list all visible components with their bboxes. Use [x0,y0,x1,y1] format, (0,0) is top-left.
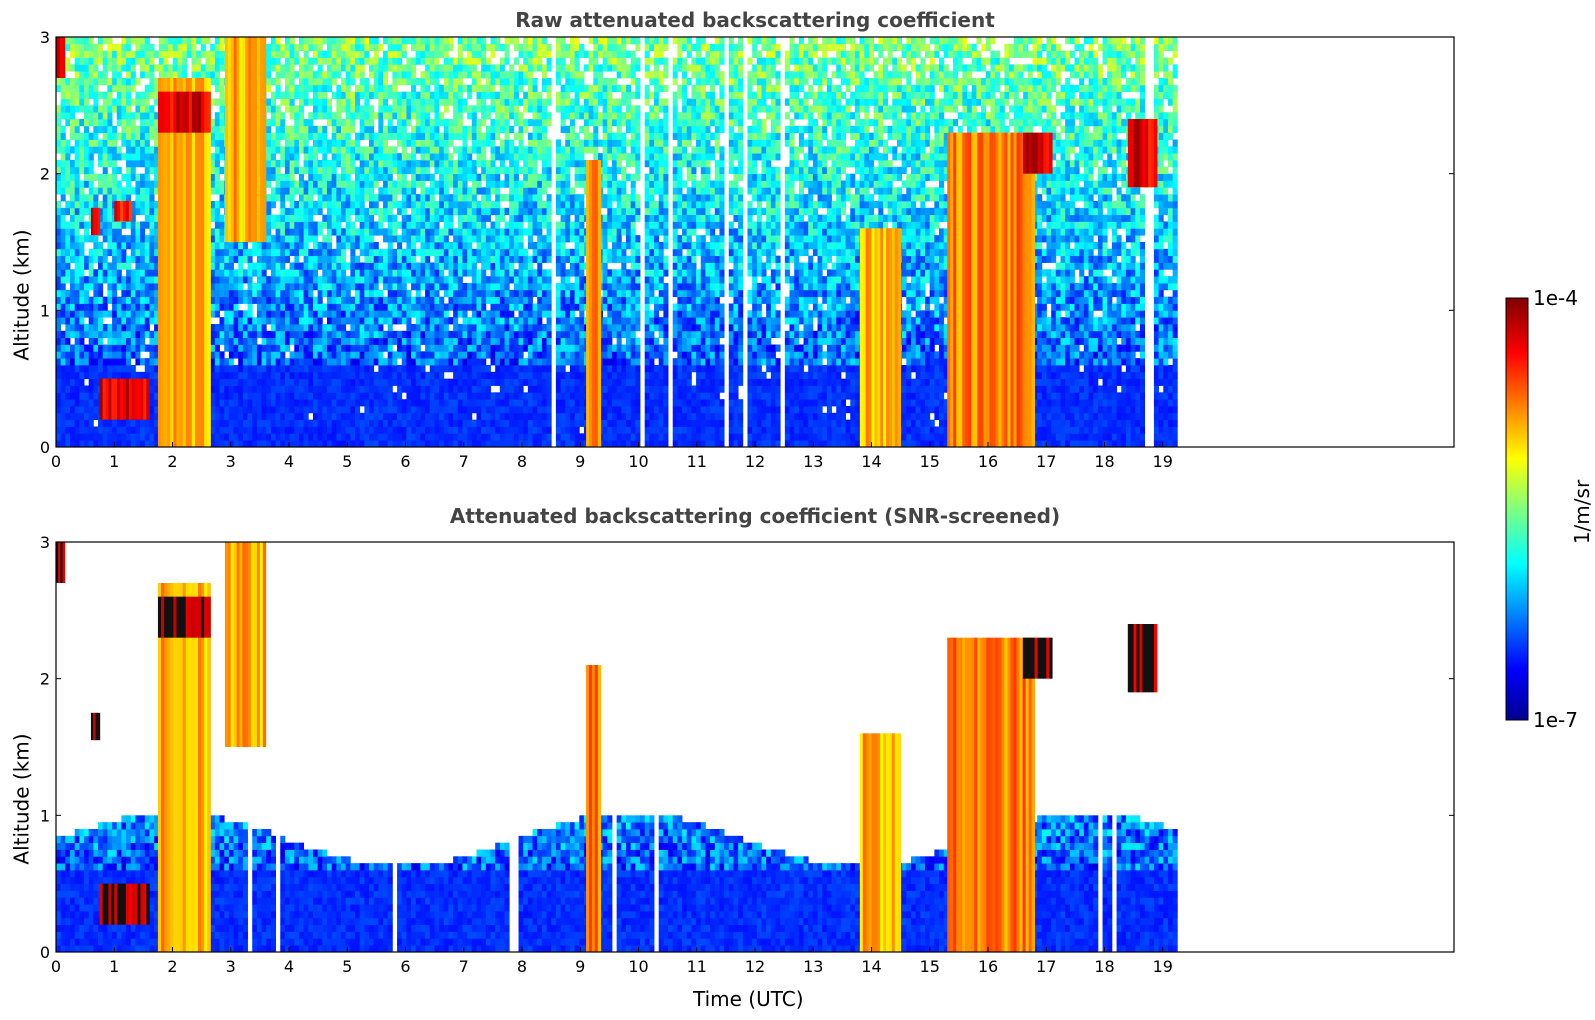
bottom-panel-title: Attenuated backscattering coefficient (S… [449,504,1061,528]
x-tick-label: 9 [575,957,585,976]
bottom-y-axis-label: Altitude (km) [9,733,34,865]
x-tick-label: 8 [517,957,527,976]
cloud-feature [586,160,602,447]
colorbar [1505,297,1529,721]
top-panel-title: Raw attenuated backscattering coefficien… [515,8,995,32]
y-tick-label: 0 [40,438,50,457]
cloud-feature [99,378,150,420]
heatmap-image [56,542,1178,952]
x-tick-label: 7 [459,452,469,471]
cloud-feature [90,207,101,236]
cloud-feature [859,733,902,952]
x-tick-label: 7 [459,957,469,976]
x-tick-label: 15 [920,452,940,471]
y-tick-label: 3 [40,533,50,552]
x-tick-label: 9 [575,452,585,471]
y-tick-label: 2 [40,670,50,689]
x-tick-label: 19 [1153,452,1173,471]
x-tick-label: 11 [687,957,707,976]
x-tick-label: 16 [978,452,998,471]
x-tick-label: 1 [109,957,119,976]
cloud-feature [859,228,902,447]
cloud-feature [224,542,267,747]
x-tick-label: 12 [745,957,765,976]
y-tick-label: 2 [40,165,50,184]
cloud-feature [224,37,267,242]
colorbar-tick-bottom: 1e-7 [1533,708,1578,732]
x-tick-label: 17 [1036,452,1056,471]
x-tick-label: 0 [51,452,61,471]
x-tick-label: 4 [284,957,294,976]
x-tick-label: 6 [400,452,410,471]
cloud-feature [114,201,133,222]
cloud-feature [947,637,1036,952]
x-tick-label: 6 [400,957,410,976]
cloud-feature [56,37,66,78]
colorbar-tick-top: 1e-4 [1533,286,1578,310]
x-tick-label: 13 [803,957,823,976]
cloud-feature [157,91,211,133]
top-y-axis-label: Altitude (km) [9,229,34,361]
x-tick-label: 19 [1153,957,1173,976]
x-tick-label: 15 [920,957,940,976]
cloud-feature [1127,119,1158,188]
y-tick-label: 1 [40,806,50,825]
x-tick-label: 8 [517,452,527,471]
x-tick-label: 2 [167,957,177,976]
cloud-feature [90,712,101,741]
x-tick-label: 3 [226,452,236,471]
cloud-feature [157,596,211,638]
x-tick-label: 10 [628,957,648,976]
x-tick-label: 3 [226,957,236,976]
x-tick-label: 5 [342,957,352,976]
x-tick-label: 17 [1036,957,1056,976]
x-tick-label: 12 [745,452,765,471]
cloud-feature [1127,624,1158,693]
cloud-feature [1022,132,1053,174]
x-tick-label: 2 [167,452,177,471]
cloud-feature [157,78,211,447]
x-tick-label: 14 [861,957,881,976]
cloud-feature [947,132,1036,447]
x-tick-label: 4 [284,452,294,471]
cloud-feature [56,542,66,583]
cloud-feature [157,583,211,952]
colorbar-label: 1/m/sr [1570,479,1595,545]
x-tick-label: 18 [1094,452,1114,471]
x-axis-label: Time (UTC) [693,987,804,1011]
heatmap-image [56,37,1178,447]
x-tick-label: 5 [342,452,352,471]
x-tick-label: 16 [978,957,998,976]
y-tick-label: 0 [40,943,50,962]
y-tick-label: 3 [40,28,50,47]
x-tick-label: 14 [861,452,881,471]
x-tick-label: 11 [687,452,707,471]
x-tick-label: 0 [51,957,61,976]
x-tick-label: 10 [628,452,648,471]
cloud-feature [99,883,150,925]
cloud-feature [1022,637,1053,679]
x-tick-label: 18 [1094,957,1114,976]
y-tick-label: 1 [40,301,50,320]
cloud-feature [586,665,602,952]
x-tick-label: 13 [803,452,823,471]
x-tick-label: 1 [109,452,119,471]
